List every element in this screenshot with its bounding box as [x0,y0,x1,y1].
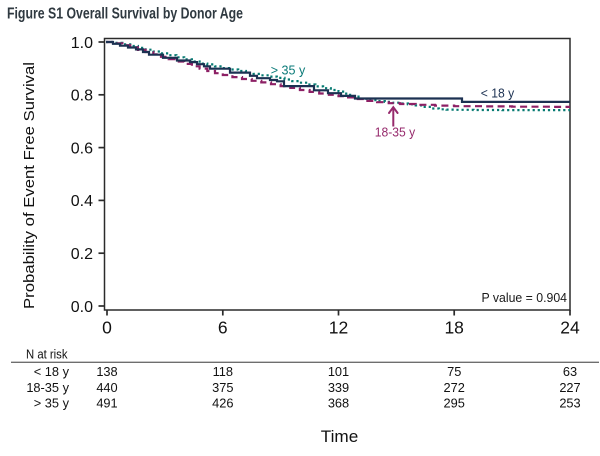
svg-text:227: 227 [559,380,580,395]
svg-text:Time: Time [321,427,359,446]
svg-text:339: 339 [328,380,349,395]
svg-text:24: 24 [560,318,580,338]
svg-text:440: 440 [96,380,117,395]
svg-text:< 18 y: < 18 y [34,364,70,379]
svg-text:491: 491 [96,396,117,411]
svg-text:12: 12 [329,318,348,338]
svg-text:63: 63 [563,364,577,379]
svg-text:P value = 0.904: P value = 0.904 [482,290,568,305]
svg-text:18-35 y: 18-35 y [375,124,416,139]
svg-text:0.4: 0.4 [71,193,93,210]
svg-text:375: 375 [212,380,233,395]
svg-text:Probability of Event Free Surv: Probability of Event Free Survival [22,62,38,309]
svg-text:118: 118 [213,364,233,379]
svg-text:Figure S1 Overall Survival by: Figure S1 Overall Survival by Donor Age [7,6,243,23]
svg-text:272: 272 [444,380,465,395]
svg-text:18: 18 [444,318,463,338]
svg-text:> 35 y: > 35 y [271,63,306,78]
svg-text:75: 75 [447,364,461,379]
svg-text:N at risk: N at risk [26,347,68,362]
svg-text:0.6: 0.6 [71,140,93,157]
svg-text:138: 138 [96,364,117,379]
svg-text:101: 101 [328,364,349,379]
svg-text:253: 253 [559,396,580,411]
svg-text:> 35 y: > 35 y [34,396,70,411]
svg-text:295: 295 [444,396,465,411]
svg-text:0.8: 0.8 [71,88,93,105]
svg-text:< 18 y: < 18 y [481,86,515,101]
svg-text:6: 6 [218,318,228,338]
svg-text:0.0: 0.0 [71,299,93,316]
svg-text:18-35 y: 18-35 y [26,380,69,395]
svg-text:426: 426 [212,396,233,411]
svg-text:0: 0 [102,318,112,338]
svg-text:0.2: 0.2 [71,246,93,263]
svg-text:1.0: 1.0 [71,35,93,52]
svg-text:368: 368 [328,396,349,411]
